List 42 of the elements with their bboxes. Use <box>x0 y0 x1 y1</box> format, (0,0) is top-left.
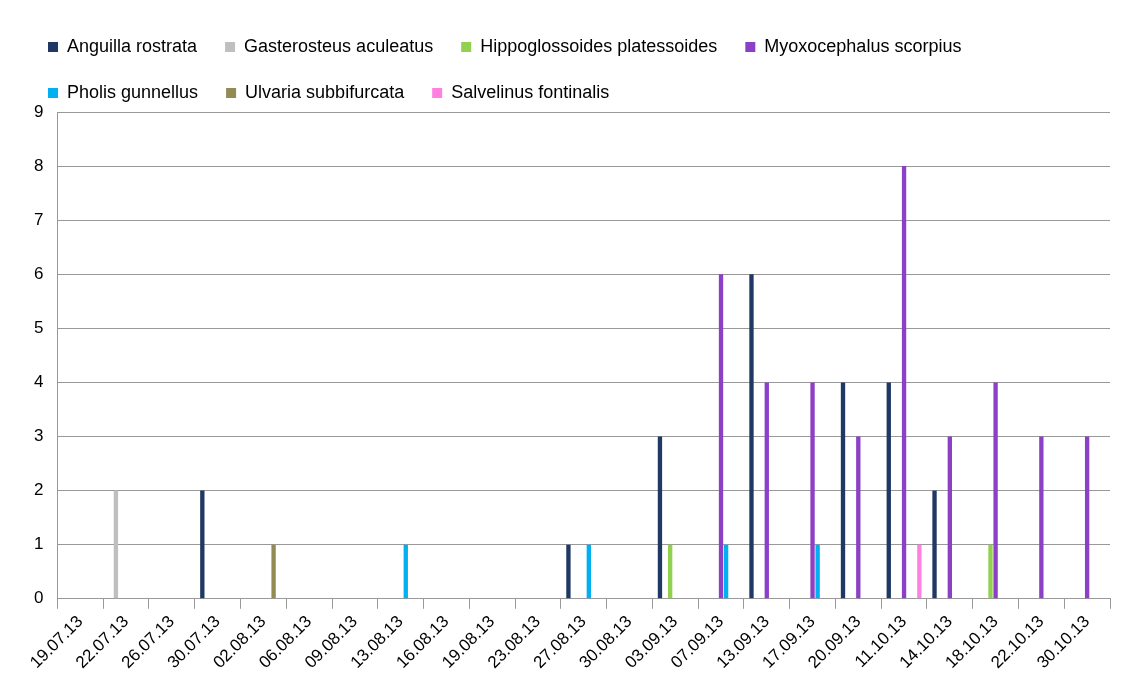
bar <box>200 490 205 599</box>
bar <box>723 544 729 599</box>
y-tick-label: 9 <box>33 101 44 121</box>
y-tick-label: 6 <box>33 263 44 283</box>
bar <box>810 382 815 599</box>
bar <box>947 436 952 599</box>
bar <box>901 166 907 599</box>
y-tick-label: 3 <box>33 426 44 446</box>
legend-label: Gasterosteus aculeatus <box>244 35 434 56</box>
bar <box>932 490 937 599</box>
legend-label: Anguilla rostrata <box>67 35 199 56</box>
bar <box>993 382 998 599</box>
legend-label: Salvelinus fontinalis <box>451 81 610 102</box>
y-tick-label: 5 <box>33 318 44 338</box>
bar <box>749 274 754 599</box>
legend-label: Myoxocephalus scorpius <box>764 35 962 56</box>
y-tick-label: 0 <box>33 588 44 608</box>
bar <box>1039 436 1044 599</box>
y-tick-label: 1 <box>33 534 44 554</box>
y-tick-label: 8 <box>33 155 44 175</box>
y-tick-label: 4 <box>33 372 44 392</box>
y-tick-label: 2 <box>33 480 44 500</box>
bar <box>1084 436 1090 599</box>
bar <box>764 382 769 599</box>
legend-label: Hippoglossoides platessoides <box>480 35 718 56</box>
bar <box>271 544 276 599</box>
bar <box>718 274 724 599</box>
legend-label: Pholis gunnellus <box>67 81 199 102</box>
bar <box>988 544 993 599</box>
bar <box>667 544 673 599</box>
bar <box>586 544 591 599</box>
bar <box>657 436 663 599</box>
legend-label: Ulvaria subbifurcata <box>245 81 406 102</box>
bar <box>856 436 861 599</box>
bar <box>113 490 119 599</box>
y-tick-label: 7 <box>33 209 44 229</box>
bar <box>815 544 820 599</box>
bar <box>917 544 922 599</box>
bar <box>840 382 846 599</box>
bar <box>403 544 408 599</box>
bar <box>886 382 891 599</box>
bar <box>566 544 571 599</box>
